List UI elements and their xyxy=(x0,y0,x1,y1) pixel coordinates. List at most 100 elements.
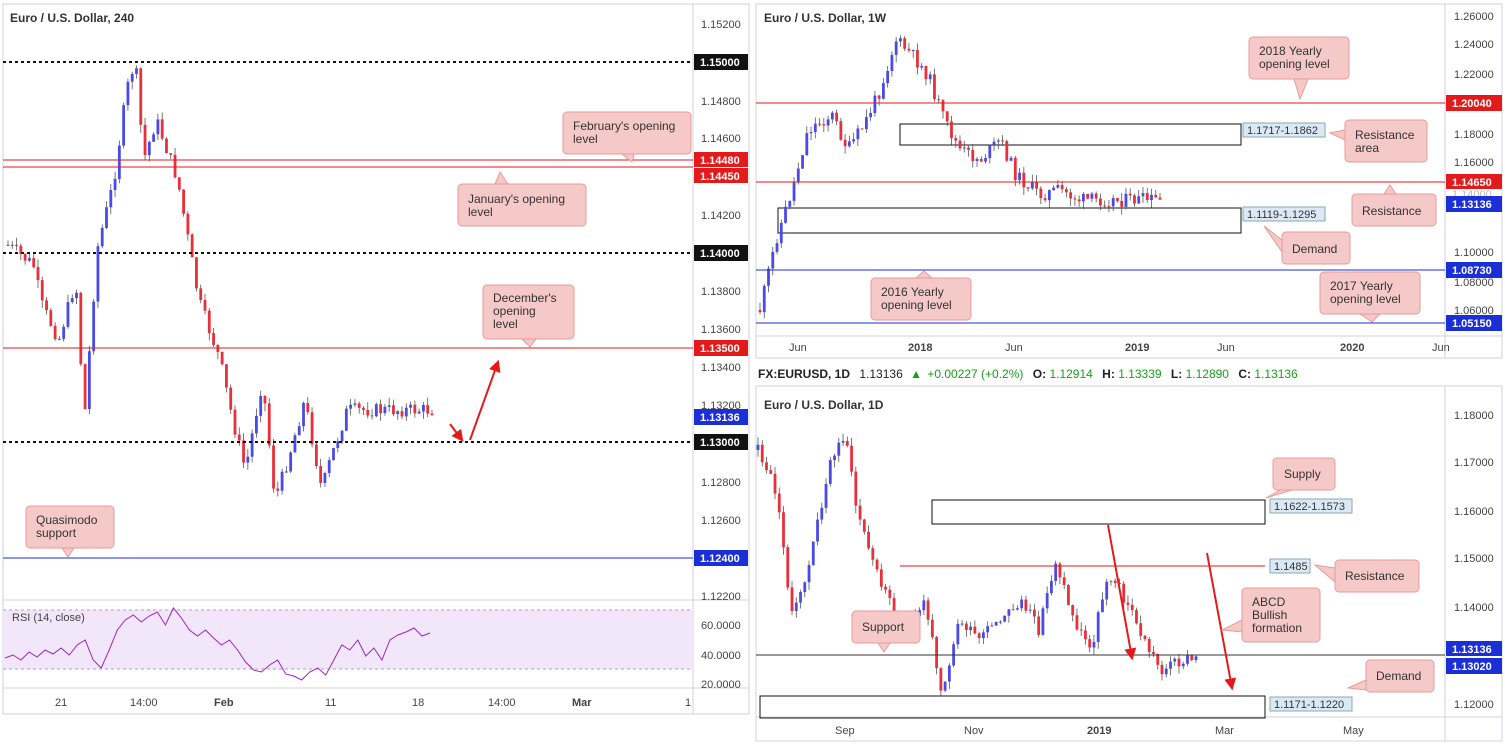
candle-body xyxy=(1050,580,1053,594)
h4-price-tag: 1.12400 xyxy=(700,553,740,565)
h4-candles xyxy=(6,65,434,497)
h4-ytick: 1.12600 xyxy=(701,515,741,527)
candle-body xyxy=(310,412,314,445)
candle-body xyxy=(1150,194,1153,201)
candle-body xyxy=(916,50,919,68)
w1-xtick: Jun xyxy=(789,342,807,354)
h4-price-tags: 1.15000 1.14480 1.14450 1.14000 1.13500 … xyxy=(694,54,748,566)
candle-body xyxy=(1045,593,1049,609)
quote-high: 1.13339 xyxy=(1118,367,1162,381)
candle-body xyxy=(332,448,335,461)
candle-body xyxy=(969,626,973,630)
d1-ytick: 1.12000 xyxy=(1454,699,1494,711)
w1-ytick: 1.16000 xyxy=(1454,157,1494,169)
candle-body xyxy=(1133,195,1136,204)
candle-body xyxy=(850,445,853,472)
d1-xtick: May xyxy=(1343,725,1364,737)
candle-body xyxy=(1067,584,1070,606)
candle-body xyxy=(122,105,126,146)
candle-body xyxy=(139,68,143,125)
candle-body xyxy=(981,632,985,638)
quote-c-label: C: xyxy=(1238,367,1251,381)
callout-2018-yearly: 2018 Yearly opening level xyxy=(1248,36,1350,101)
candle-body xyxy=(1033,609,1036,617)
d1-zone-tags: 1.1622-1.1573 1.1485 1.1171-1.1220 xyxy=(1269,498,1353,712)
callout-text: opening xyxy=(493,304,536,318)
candle-body xyxy=(177,177,181,190)
callout-text: Demand xyxy=(1376,669,1421,683)
candle-body xyxy=(765,462,768,471)
candle-body xyxy=(126,81,130,106)
candle-body xyxy=(809,132,813,134)
candle-body xyxy=(165,138,168,154)
candle-body xyxy=(877,95,881,99)
candle-body xyxy=(45,300,48,311)
w1-ytick: 1.18000 xyxy=(1454,129,1494,141)
candle-body xyxy=(413,404,417,414)
h4-ytick: 1.15200 xyxy=(701,19,741,31)
callout-text: Resistance xyxy=(1362,204,1422,218)
candle-body xyxy=(79,292,83,365)
h4-xtick: 14:00 xyxy=(488,697,516,709)
quote-open: 1.12914 xyxy=(1049,367,1093,381)
candle-body xyxy=(796,168,800,182)
candle-body xyxy=(856,128,860,140)
candle-body xyxy=(847,141,851,147)
candle-body xyxy=(250,433,254,457)
candle-body xyxy=(1092,641,1096,648)
candle-body xyxy=(860,128,864,130)
candle-body xyxy=(92,301,96,352)
w1-zone-tag-demand: 1.1119-1.1295 xyxy=(1247,209,1316,221)
candle-body xyxy=(135,68,138,74)
candle-body xyxy=(36,267,40,281)
candle-body xyxy=(1143,635,1147,640)
candle-body xyxy=(186,213,190,235)
candle-body xyxy=(1109,580,1113,582)
candle-body xyxy=(1105,581,1109,600)
quote-change: +0.00227 (+0.2%) xyxy=(927,367,1023,381)
candle-body xyxy=(852,139,856,142)
callout-text: 2018 Yearly xyxy=(1259,44,1322,58)
candle-body xyxy=(293,435,297,453)
candle-body xyxy=(920,66,924,68)
candle-body xyxy=(1047,190,1051,201)
candle-body xyxy=(1094,193,1098,199)
quote-line: FX:EURUSD, 1D 1.13136 ▲ +0.00227 (+0.2%)… xyxy=(758,367,1298,381)
w1-xtick: 2020 xyxy=(1340,342,1364,354)
candle-body xyxy=(1096,612,1100,642)
candle-body xyxy=(864,117,868,130)
candle-body xyxy=(1041,608,1045,635)
candle-body xyxy=(873,95,877,113)
w1-ytick: 1.08000 xyxy=(1454,277,1494,289)
h4-callouts: February's opening level January's openi… xyxy=(25,111,692,558)
w1-price-tag: 1.05150 xyxy=(1452,318,1492,330)
candle-body xyxy=(6,244,10,246)
candle-body xyxy=(1082,193,1085,202)
candle-body xyxy=(1022,172,1026,188)
candle-body xyxy=(1160,664,1164,675)
candle-body xyxy=(771,251,775,269)
candle-body xyxy=(259,395,263,416)
w1-title: Euro / U.S. Dollar, 1W xyxy=(764,11,887,25)
callout-supply: Supply xyxy=(1265,457,1336,499)
d1-callouts: Supply Resistance ABCD Bullish formation… xyxy=(851,457,1435,693)
panel-w1: Euro / U.S. Dollar, 1W 1.1717-1.1862 1.1… xyxy=(755,3,1503,359)
candle-body xyxy=(75,292,78,299)
candle-body xyxy=(845,440,849,446)
callout-text: Quasimodo xyxy=(36,513,98,527)
candle-body xyxy=(422,404,425,412)
candle-body xyxy=(1122,583,1126,603)
d1-price-tags: 1.13136 1.13020 xyxy=(1446,641,1502,674)
candle-body xyxy=(888,589,892,599)
callout-abcd: ABCD Bullish formation xyxy=(1220,587,1321,643)
candle-body xyxy=(362,407,365,410)
candle-body xyxy=(87,351,91,410)
d1-x-axis: Sep Nov 2019 Mar May xyxy=(835,725,1364,737)
candle-body xyxy=(779,222,783,244)
callout-quasimodo: Quasimodo support xyxy=(25,505,115,558)
candle-body xyxy=(57,338,61,340)
callout-text: 2016 Yearly xyxy=(881,285,944,299)
callout-text: 2017 Yearly xyxy=(1330,279,1393,293)
candle-body xyxy=(1037,616,1041,635)
candle-body xyxy=(962,147,966,149)
